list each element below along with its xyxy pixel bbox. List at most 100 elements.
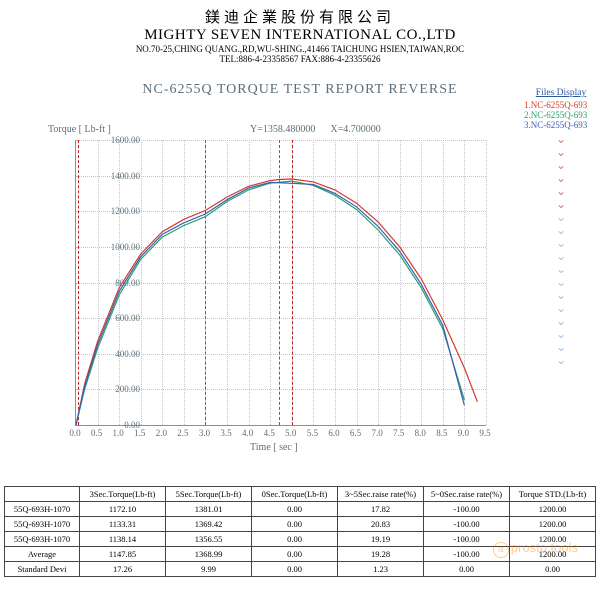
readout-x: X=4.700000 bbox=[330, 124, 380, 135]
document-header: 鎂迪企業股份有限公司 MIGHTY SEVEN INTERNATIONAL CO… bbox=[0, 0, 600, 64]
table-row: Standard Devi17.269.990.001.230.000.00 bbox=[5, 562, 596, 577]
table-header: 5Sec.Torque(Lb-ft) bbox=[166, 487, 252, 502]
chevron-down-icon: ⌄ bbox=[556, 240, 566, 246]
table-cell: 9.99 bbox=[166, 562, 252, 577]
table-cell: 0.00 bbox=[510, 562, 596, 577]
table-cell: Standard Devi bbox=[5, 562, 80, 577]
table-cell: 0.00 bbox=[252, 502, 338, 517]
table-cell: 19.19 bbox=[338, 532, 424, 547]
file-entry: 2.NC-6255Q-693 bbox=[524, 110, 598, 120]
x-tick: 5.0 bbox=[285, 428, 296, 438]
watermark: aprosto.tools bbox=[493, 540, 578, 558]
y-tick: 1600.00 bbox=[90, 135, 140, 145]
x-tick: 3.0 bbox=[199, 428, 210, 438]
table-row: 55Q-693H-10701172.101381.010.0017.82-100… bbox=[5, 502, 596, 517]
chevron-down-icon: ⌄ bbox=[556, 162, 566, 168]
company-name-cn: 鎂迪企業股份有限公司 bbox=[0, 6, 600, 27]
chevron-down-icon: ⌄ bbox=[556, 201, 566, 207]
x-tick: 1.5 bbox=[134, 428, 145, 438]
table-cell: 20.83 bbox=[338, 517, 424, 532]
x-tick: 2.5 bbox=[177, 428, 188, 438]
table-header: 3Sec.Torque(Lb-ft) bbox=[80, 487, 166, 502]
x-tick: 8.5 bbox=[436, 428, 447, 438]
y-tick: 800.00 bbox=[90, 278, 140, 288]
company-contact: TEL:886-4-23358567 FAX:886-4-23355626 bbox=[0, 54, 600, 64]
chevron-down-icon: ⌄ bbox=[556, 318, 566, 324]
results-table: 3Sec.Torque(Lb-ft)5Sec.Torque(Lb-ft)0Sec… bbox=[4, 486, 596, 577]
company-name-en: MIGHTY SEVEN INTERNATIONAL CO.,LTD bbox=[0, 27, 600, 44]
torque-chart: Torque [ Lb-ft ] Y=1358.480000 X=4.70000… bbox=[20, 130, 500, 460]
table-header: 3~5Sec.raise rate(%) bbox=[338, 487, 424, 502]
x-tick: 0.5 bbox=[91, 428, 102, 438]
table-cell: 17.82 bbox=[338, 502, 424, 517]
y-tick: 1000.00 bbox=[90, 242, 140, 252]
x-tick: 6.5 bbox=[350, 428, 361, 438]
table-cell: 0.00 bbox=[252, 547, 338, 562]
x-tick: 7.0 bbox=[371, 428, 382, 438]
chevron-down-icon: ⌄ bbox=[556, 357, 566, 363]
x-tick: 1.0 bbox=[113, 428, 124, 438]
readout-y: Y=1358.480000 bbox=[250, 124, 315, 135]
table-cell: 1200.00 bbox=[510, 517, 596, 532]
file-entry: 3.NC-6255Q-693 bbox=[524, 120, 598, 130]
x-tick: 4.5 bbox=[264, 428, 275, 438]
table-cell: 1368.99 bbox=[166, 547, 252, 562]
table-cell: -100.00 bbox=[424, 517, 510, 532]
y-tick: 1400.00 bbox=[90, 171, 140, 181]
report-title: NC-6255Q TORQUE TEST REPORT REVERSE bbox=[0, 82, 600, 98]
x-tick: 9.5 bbox=[479, 428, 490, 438]
table-cell: 1381.01 bbox=[166, 502, 252, 517]
table-cell: 0.00 bbox=[424, 562, 510, 577]
chevron-down-icon: ⌄ bbox=[556, 305, 566, 311]
x-tick: 5.5 bbox=[307, 428, 318, 438]
x-tick: 7.5 bbox=[393, 428, 404, 438]
chevron-down-icon: ⌄ bbox=[556, 253, 566, 259]
chevron-down-icon: ⌄ bbox=[556, 292, 566, 298]
chevron-down-icon: ⌄ bbox=[556, 331, 566, 337]
table-cell: 17.26 bbox=[80, 562, 166, 577]
table-cell: Average bbox=[5, 547, 80, 562]
chevron-down-icon: ⌄ bbox=[556, 279, 566, 285]
table-cell: 1356.55 bbox=[166, 532, 252, 547]
chevron-down-icon: ⌄ bbox=[556, 227, 566, 233]
file-entry: 1.NC-6255Q-693 bbox=[524, 100, 598, 110]
x-tick: 4.0 bbox=[242, 428, 253, 438]
table-cell: 55Q-693H-1070 bbox=[5, 517, 80, 532]
table-cell: 0.00 bbox=[252, 532, 338, 547]
table-header bbox=[5, 487, 80, 502]
table-cell: 1.23 bbox=[338, 562, 424, 577]
x-tick: 9.0 bbox=[458, 428, 469, 438]
table-cell: -100.00 bbox=[424, 502, 510, 517]
cursor-readout: Y=1358.480000 X=4.700000 bbox=[250, 124, 381, 135]
x-tick: 8.0 bbox=[415, 428, 426, 438]
y-tick: 1200.00 bbox=[90, 206, 140, 216]
table-header: 0Sec.Torque(Lb-ft) bbox=[252, 487, 338, 502]
y-tick: 200.00 bbox=[90, 384, 140, 394]
files-display-panel: Files Display 1.NC-6255Q-6932.NC-6255Q-6… bbox=[524, 88, 598, 363]
table-cell: 1138.14 bbox=[80, 532, 166, 547]
x-tick: 6.0 bbox=[328, 428, 339, 438]
table-cell: 0.00 bbox=[252, 562, 338, 577]
chevron-down-icon: ⌄ bbox=[556, 214, 566, 220]
table-cell: 1369.42 bbox=[166, 517, 252, 532]
x-axis-label: Time [ sec ] bbox=[250, 442, 298, 453]
x-tick: 2.0 bbox=[156, 428, 167, 438]
table-cell: 55Q-693H-1070 bbox=[5, 502, 80, 517]
y-tick: 600.00 bbox=[90, 313, 140, 323]
chevron-down-icon: ⌄ bbox=[556, 266, 566, 272]
y-tick: 400.00 bbox=[90, 349, 140, 359]
table-row: 55Q-693H-10701133.311369.420.0020.83-100… bbox=[5, 517, 596, 532]
table-header: 5~0Sec.raise rate(%) bbox=[424, 487, 510, 502]
table-cell: 19.28 bbox=[338, 547, 424, 562]
decorative-chevrons: ⌄⌄⌄⌄⌄⌄⌄⌄⌄⌄⌄⌄⌄⌄⌄⌄⌄⌄ bbox=[524, 136, 598, 363]
chevron-down-icon: ⌄ bbox=[556, 344, 566, 350]
company-address: NO.70-25,CHING QUANG.,RD,WU-SHING.,41466… bbox=[0, 44, 600, 54]
chevron-down-icon: ⌄ bbox=[556, 136, 566, 142]
table-header: Torque STD.(Lb-ft) bbox=[510, 487, 596, 502]
table-cell: 1147.85 bbox=[80, 547, 166, 562]
y-axis-label: Torque [ Lb-ft ] bbox=[48, 124, 111, 135]
chevron-down-icon: ⌄ bbox=[556, 149, 566, 155]
chevron-down-icon: ⌄ bbox=[556, 188, 566, 194]
table-cell: 1133.31 bbox=[80, 517, 166, 532]
table-cell: 1172.10 bbox=[80, 502, 166, 517]
